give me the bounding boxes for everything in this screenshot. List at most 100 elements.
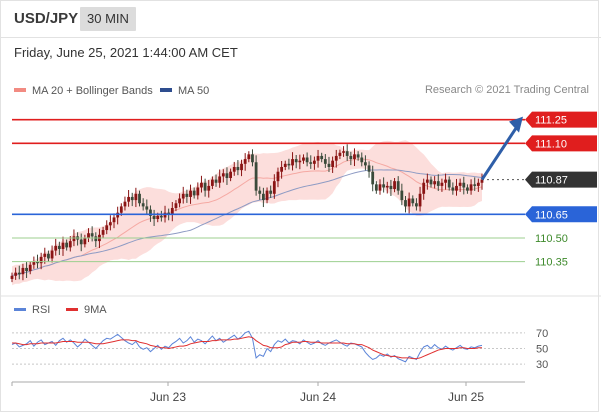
candle-body: [14, 272, 18, 276]
candle-body: [32, 261, 36, 265]
ma9-legend-label: 9MA: [84, 304, 107, 316]
rsi-tick-label: 70: [536, 328, 548, 340]
candle-body: [83, 237, 87, 245]
candle-body: [25, 267, 28, 272]
candle-body: [334, 155, 338, 161]
candle-body: [123, 201, 127, 207]
rsi-legend-label: RSI: [32, 304, 51, 316]
candle-body: [152, 215, 156, 220]
chart-header: USD/JPY 30 MIN: [0, 0, 601, 38]
candle-body: [170, 207, 174, 215]
candle-body: [364, 162, 367, 166]
legend-item-bollinger: MA 20 + Bollinger Bands: [14, 85, 153, 97]
candle-body: [433, 181, 437, 185]
candle-body: [141, 203, 145, 207]
level-tag-current-price: [525, 171, 597, 188]
candle-body: [61, 242, 65, 249]
candle-body: [192, 190, 196, 196]
rsi-legend-rsi: RSI: [14, 304, 50, 316]
candle-body: [291, 159, 294, 166]
candle-body: [415, 203, 418, 207]
candle-body: [174, 203, 178, 208]
candle-body: [68, 241, 72, 248]
candle-body: [87, 233, 90, 238]
candle-body: [240, 163, 243, 171]
candle-body: [418, 193, 422, 207]
rsi-line: [11, 330, 483, 363]
rsi-tick-label: 30: [536, 359, 548, 371]
candle-body: [287, 163, 291, 166]
candle-body: [247, 154, 251, 160]
candle-body: [149, 209, 152, 216]
candle-body: [181, 193, 185, 199]
candle-body: [458, 182, 462, 186]
candle-body: [43, 253, 47, 257]
candle-body: [320, 155, 324, 160]
candle-body: [444, 179, 447, 183]
candle-body: [469, 184, 473, 191]
candle-body: [39, 256, 43, 264]
candle-body: [313, 160, 316, 164]
level-tag-resistance-2: [525, 111, 597, 128]
candle-body: [327, 163, 331, 167]
candle-body: [276, 171, 280, 182]
candle-body: [298, 160, 302, 163]
candle-body: [130, 196, 134, 201]
candle-body: [65, 242, 69, 248]
candle-body: [214, 179, 218, 183]
candle-body: [156, 215, 160, 220]
candle-body: [331, 160, 335, 167]
rsi-tick-label: 50: [536, 344, 548, 356]
rsi-ma-line: [12, 336, 482, 360]
candle-body: [127, 196, 130, 202]
candle-body: [309, 162, 313, 164]
candle-body: [269, 190, 273, 194]
candle-body: [47, 253, 50, 259]
candle-body: [258, 190, 262, 194]
candle-body: [462, 182, 466, 188]
candle-body: [207, 185, 211, 191]
candle-body: [57, 245, 61, 249]
candle-body: [382, 184, 386, 188]
candle-body: [393, 181, 396, 190]
level-tag-support-1: [525, 206, 597, 223]
candle-body: [203, 182, 207, 191]
candle-body: [396, 181, 400, 191]
candle-body: [360, 157, 364, 163]
candle-body: [189, 190, 192, 197]
level-label-support-1: 110.65: [535, 209, 568, 221]
candle-body: [254, 162, 258, 191]
candle-body: [422, 182, 426, 194]
candle-body: [404, 200, 407, 207]
legend-label-bollinger: MA 20 + Bollinger Bands: [32, 85, 153, 97]
candle-body: [17, 272, 21, 275]
candle-body: [229, 171, 233, 179]
candle-body: [425, 179, 429, 183]
bollinger-band: [12, 140, 482, 286]
candle-body: [112, 217, 116, 223]
candle-body: [200, 182, 203, 188]
candle-body: [272, 181, 276, 194]
candle-body: [251, 154, 254, 163]
candle-body: [218, 176, 222, 183]
candle-body: [429, 179, 433, 185]
candle-body: [349, 155, 353, 160]
candle-body: [302, 157, 305, 161]
level-label-target-2: 110.35: [535, 257, 568, 269]
candle-body: [356, 154, 360, 158]
candle-body: [265, 190, 269, 201]
candle-body: [10, 275, 14, 279]
x-tick-label: Jun 24: [300, 390, 336, 404]
candle-body: [54, 245, 58, 251]
candle-body: [21, 267, 25, 275]
level-label-resistance-2: 111.25: [535, 115, 567, 127]
candle-body: [455, 185, 458, 191]
candle-body: [353, 154, 356, 160]
candle-body: [119, 206, 123, 213]
ma50-line: [11, 169, 483, 277]
timeframe-badge[interactable]: 30 MIN: [80, 7, 136, 31]
candle-body: [436, 181, 440, 186]
candle-body: [108, 222, 112, 226]
